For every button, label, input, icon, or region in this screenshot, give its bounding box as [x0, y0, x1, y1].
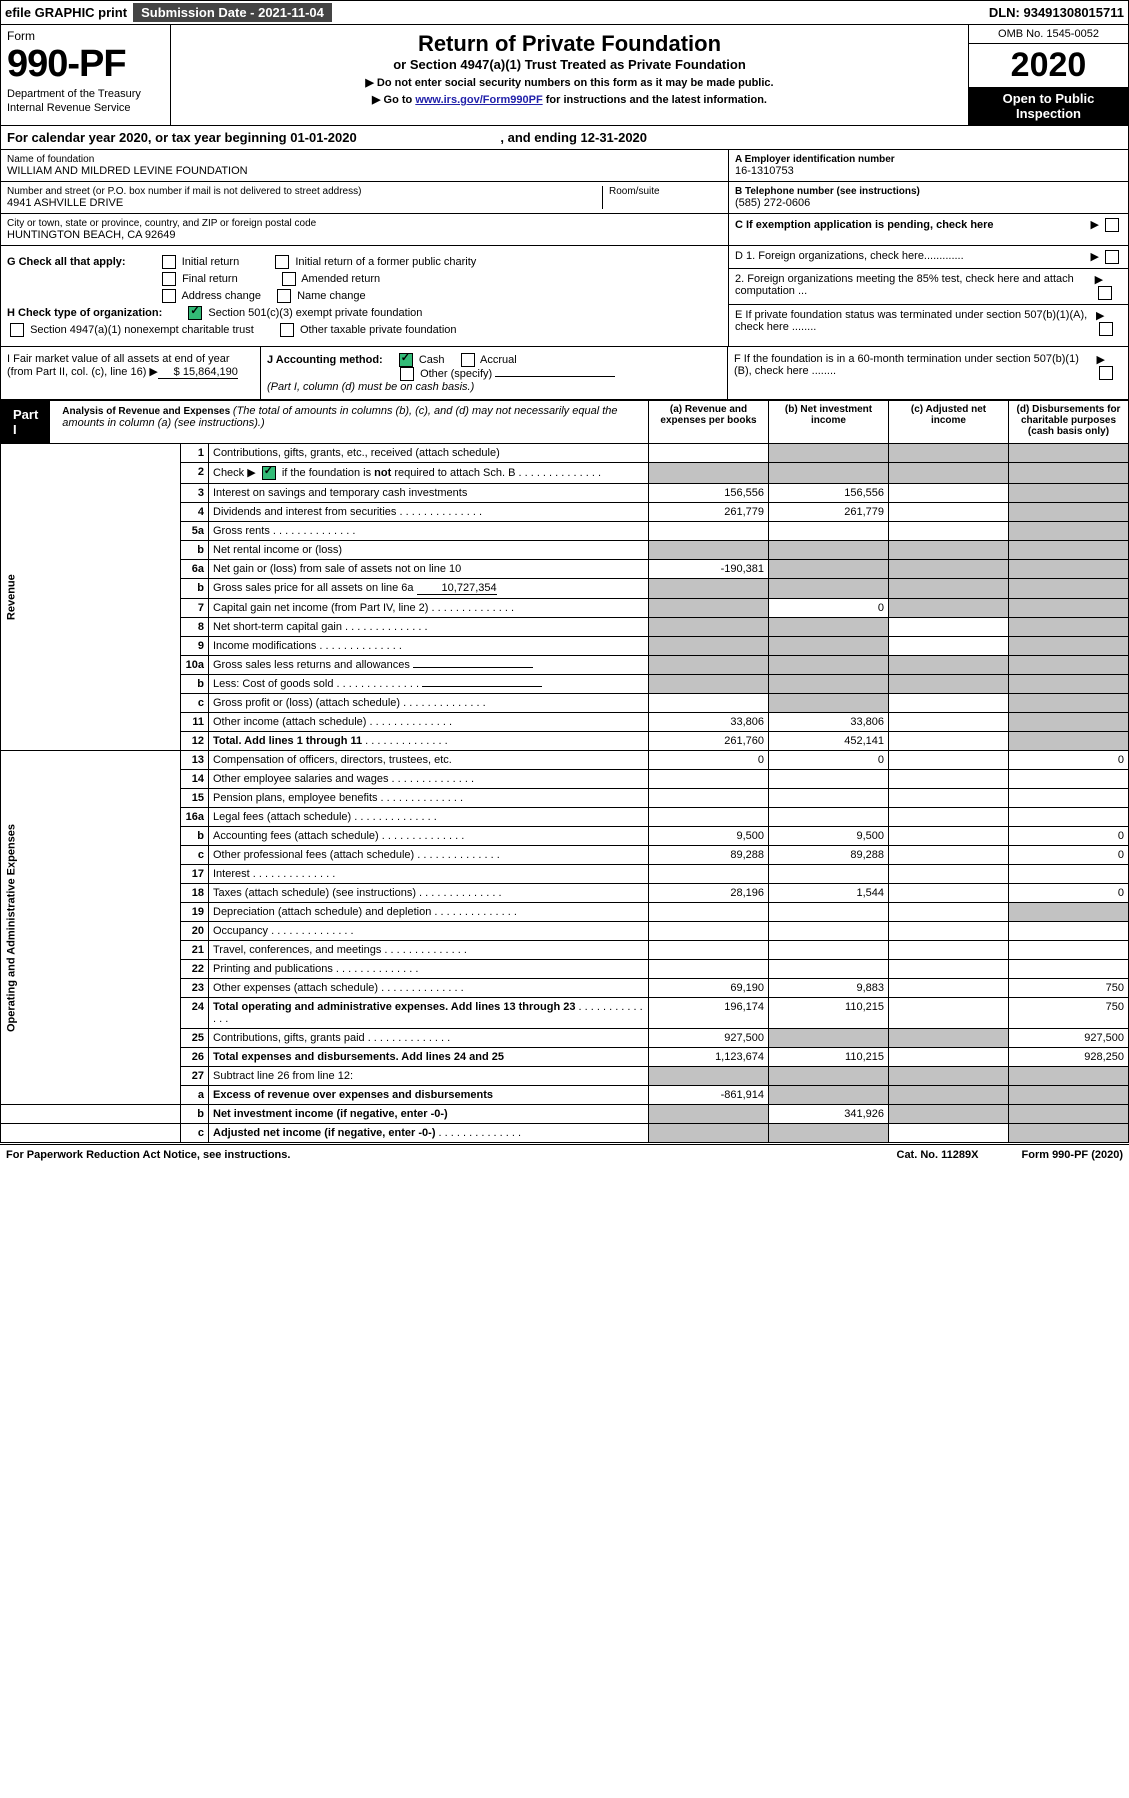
form-word: Form: [7, 29, 164, 43]
header-mid: Return of Private Foundation or Section …: [171, 25, 968, 125]
cat-no: Cat. No. 11289X: [897, 1149, 979, 1161]
dln: DLN: 93491308015711: [989, 5, 1124, 20]
part1-title: Analysis of Revenue and Expenses: [62, 406, 230, 417]
revenue-side: Revenue: [1, 444, 181, 751]
foundation-name-cell: Name of foundation WILLIAM AND MILDRED L…: [1, 150, 728, 182]
phone: (585) 272-0606: [735, 197, 1122, 209]
form-number: 990-PF: [7, 43, 164, 86]
top-bar: efile GRAPHIC print Submission Date - 20…: [0, 0, 1129, 25]
4947-checkbox[interactable]: [10, 323, 24, 337]
expenses-side: Operating and Administrative Expenses: [1, 751, 181, 1105]
instruction-1: ▶ Do not enter social security numbers o…: [177, 76, 962, 89]
phone-cell: B Telephone number (see instructions) (5…: [729, 182, 1128, 214]
submission-date: Submission Date - 2021-11-04: [133, 3, 332, 22]
col-c: (c) Adjusted net income: [889, 401, 1009, 444]
page-footer: For Paperwork Reduction Act Notice, see …: [0, 1144, 1129, 1165]
irs: Internal Revenue Service: [7, 102, 164, 114]
info-block: Name of foundation WILLIAM AND MILDRED L…: [0, 150, 1129, 246]
name-change-checkbox[interactable]: [277, 289, 291, 303]
address: 4941 ASHVILLE DRIVE: [7, 197, 602, 209]
i-amount: $ 15,864,190: [158, 366, 238, 379]
initial-former-checkbox[interactable]: [275, 255, 289, 269]
amended-checkbox[interactable]: [282, 272, 296, 286]
final-return-checkbox[interactable]: [162, 272, 176, 286]
d1-checkbox[interactable]: [1105, 250, 1119, 264]
exemption-checkbox[interactable]: [1105, 218, 1119, 232]
form-header: Form 990-PF Department of the Treasury I…: [0, 25, 1129, 126]
header-left: Form 990-PF Department of the Treasury I…: [1, 25, 171, 125]
address-cell: Number and street (or P.O. box number if…: [1, 182, 728, 214]
cash-checkbox[interactable]: [399, 353, 413, 367]
other-method-checkbox[interactable]: [400, 367, 414, 381]
col-a: (a) Revenue and expenses per books: [649, 401, 769, 444]
check-section-g: G Check all that apply: Initial return I…: [0, 246, 1129, 347]
other-taxable-checkbox[interactable]: [280, 323, 294, 337]
efile-label: efile GRAPHIC print: [5, 5, 127, 20]
form-title: Return of Private Foundation: [177, 31, 962, 57]
schb-checkbox[interactable]: [262, 466, 276, 480]
501c3-checkbox[interactable]: [188, 306, 202, 320]
j-note: (Part I, column (d) must be on cash basi…: [267, 381, 474, 393]
col-b: (b) Net investment income: [769, 401, 889, 444]
f-checkbox[interactable]: [1099, 366, 1113, 380]
col-d: (d) Disbursements for charitable purpose…: [1009, 401, 1129, 444]
part1-table: Part I Analysis of Revenue and Expenses …: [0, 400, 1129, 1143]
room-label: Room/suite: [609, 186, 722, 197]
header-right: OMB No. 1545-0052 2020 Open to Public In…: [968, 25, 1128, 125]
open-public: Open to Public Inspection: [969, 87, 1128, 125]
paperwork-notice: For Paperwork Reduction Act Notice, see …: [6, 1149, 290, 1161]
form-ref: Form 990-PF (2020): [1022, 1149, 1124, 1161]
h-label: H Check type of organization:: [7, 307, 162, 319]
city: HUNTINGTON BEACH, CA 92649: [7, 229, 722, 241]
exemption-cell: C If exemption application is pending, c…: [729, 214, 1128, 236]
accrual-checkbox[interactable]: [461, 353, 475, 367]
d2-checkbox[interactable]: [1098, 286, 1112, 300]
instruction-2: ▶ Go to www.irs.gov/Form990PF for instru…: [177, 93, 962, 106]
tax-year: 2020: [969, 44, 1128, 87]
g-label: G Check all that apply:: [7, 256, 126, 268]
initial-return-checkbox[interactable]: [162, 255, 176, 269]
part1-tag: Part I: [1, 401, 50, 443]
dept: Department of the Treasury: [7, 88, 164, 100]
omb-number: OMB No. 1545-0052: [969, 25, 1128, 44]
city-cell: City or town, state or province, country…: [1, 214, 728, 245]
form-subtitle: or Section 4947(a)(1) Trust Treated as P…: [177, 57, 962, 72]
ein-cell: A Employer identification number 16-1310…: [729, 150, 1128, 182]
foundation-name: WILLIAM AND MILDRED LEVINE FOUNDATION: [7, 165, 722, 177]
calendar-line: For calendar year 2020, or tax year begi…: [0, 126, 1129, 150]
form990pf-link[interactable]: www.irs.gov/Form990PF: [415, 94, 542, 106]
e-checkbox[interactable]: [1099, 322, 1113, 336]
ein: 16-1310753: [735, 165, 1122, 177]
address-change-checkbox[interactable]: [162, 289, 176, 303]
j-label: J Accounting method:: [267, 354, 383, 366]
i-j-f-row: I Fair market value of all assets at end…: [0, 347, 1129, 400]
